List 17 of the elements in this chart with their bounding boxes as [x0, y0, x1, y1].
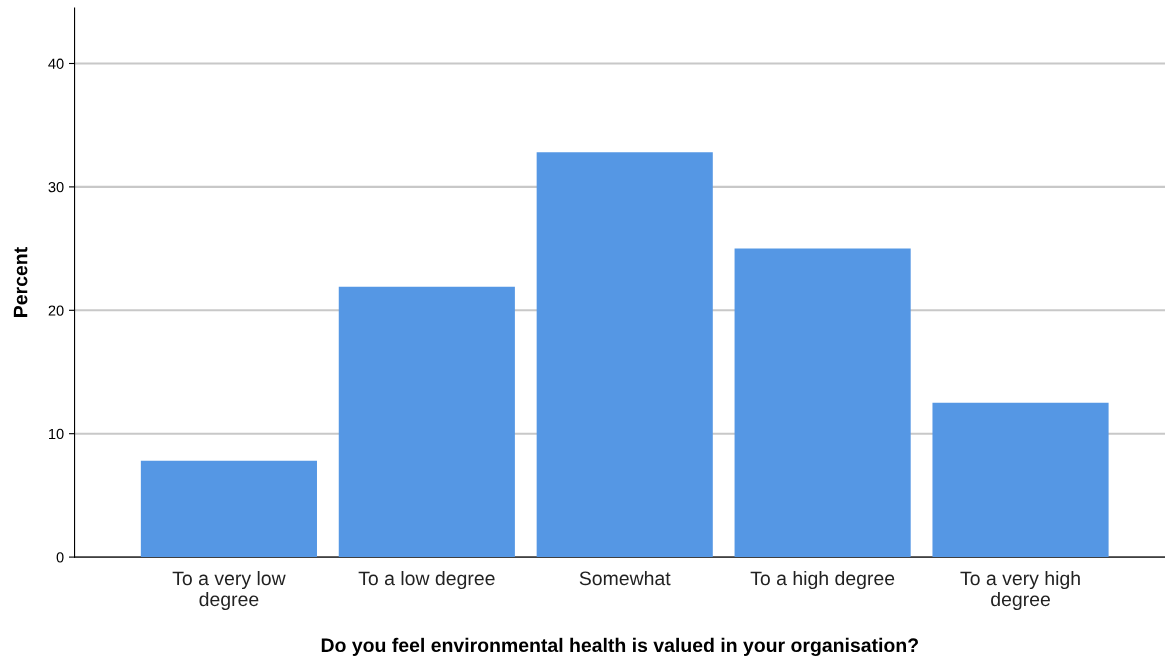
- y-tick-label: 10: [49, 428, 64, 440]
- bar: [140, 460, 317, 558]
- bar: [932, 402, 1109, 558]
- x-tick-label: To a low degree: [358, 570, 495, 590]
- x-tick-label: To a high degree: [750, 570, 895, 590]
- y-tick-label: 20: [48, 305, 64, 316]
- bar: [536, 152, 713, 558]
- bar: [734, 248, 911, 558]
- x-tick-label: To a very low degree: [172, 570, 286, 611]
- x-axis-title: Do you feel environmental health is valued in your organisation?: [321, 637, 918, 657]
- y-tick-label: 30: [48, 182, 64, 193]
- y-tick-label: 0: [56, 552, 64, 563]
- bar: [338, 286, 515, 558]
- x-tick-label: To a very high degree: [960, 570, 1080, 611]
- y-axis-title: Percent: [13, 247, 28, 317]
- x-tick-label: Somewhat: [579, 570, 671, 586]
- y-tick-label: 40: [48, 58, 64, 69]
